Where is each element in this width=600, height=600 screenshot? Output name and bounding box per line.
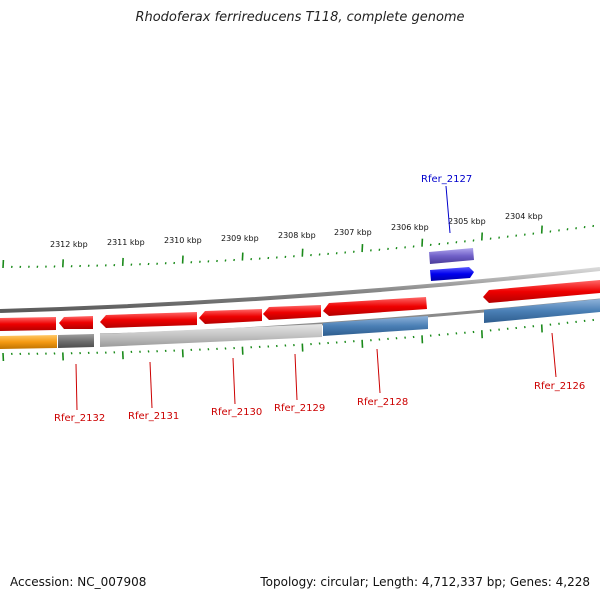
scale-label-2304: 2304 kbp [505, 212, 543, 221]
leader-rfer-2132 [75, 363, 78, 411]
cds-rfer-2129[interactable] [263, 305, 321, 320]
scale-label-2312: 2312 kbp [50, 240, 88, 249]
scale-label-2307: 2307 kbp [334, 228, 372, 237]
label-rfer-2132[interactable]: Rfer_2132 [54, 413, 105, 424]
feature-gray-light[interactable] [100, 324, 322, 347]
leader-rfer-2131 [149, 361, 153, 409]
scale-label-2305: 2305 kbp [448, 217, 486, 226]
cds-rfer-2132a[interactable] [0, 317, 56, 331]
accession-text: Accession: NC_007908 [10, 575, 147, 589]
feature-gray-dark[interactable] [58, 334, 94, 348]
cds-rfer-2126[interactable] [483, 280, 600, 303]
leader-rfer-2127 [445, 185, 451, 234]
inner-scale-ticks [2, 318, 595, 362]
feature-orange[interactable] [0, 335, 57, 349]
feature-purple[interactable] [429, 248, 474, 264]
label-rfer-2129[interactable]: Rfer_2129 [274, 403, 325, 414]
label-rfer-2128[interactable]: Rfer_2128 [357, 397, 408, 408]
cds-upper-lane [0, 280, 600, 331]
feature-blue-2126[interactable] [484, 299, 600, 323]
lower-lane [0, 299, 600, 349]
inner-minor-tick [147, 350, 150, 353]
scale-label-2309: 2309 kbp [221, 234, 259, 243]
label-rfer-2131[interactable]: Rfer_2131 [128, 411, 179, 422]
leader-rfer-2126 [551, 332, 557, 378]
genome-summary-text: Topology: circular; Length: 4,712,337 bp… [260, 575, 590, 589]
leader-rfer-2128 [376, 348, 381, 394]
cds-rfer-2131[interactable] [100, 312, 197, 328]
genome-title: Rhodoferax ferrireducens T118, complete … [135, 10, 465, 25]
genome-backbone [0, 267, 600, 313]
label-rfer-2126[interactable]: Rfer_2126 [534, 381, 585, 392]
scale-label-2306: 2306 kbp [391, 223, 429, 232]
gene-labels: Rfer_2127 Rfer_2132 Rfer_2131 Rfer_2130 … [54, 174, 585, 424]
scale-label-2308: 2308 kbp [278, 231, 316, 240]
scale-label-2311: 2311 kbp [107, 238, 145, 247]
label-rfer-2130[interactable]: Rfer_2130 [211, 407, 262, 418]
leader-rfer-2130 [232, 357, 236, 405]
scale-label-2310: 2310 kbp [164, 236, 202, 245]
feature-blue-2128[interactable] [323, 316, 428, 336]
outer-minor-tick [147, 262, 150, 266]
cds-rfer-2130[interactable] [199, 309, 262, 324]
outer-scale-ticks [2, 224, 595, 269]
cds-rfer-2132b[interactable] [59, 316, 93, 329]
cds-rfer-2128[interactable] [323, 297, 427, 316]
label-rfer-2127[interactable]: Rfer_2127 [421, 174, 472, 185]
scale-labels: 2304 kbp 2305 kbp 2306 kbp 2307 kbp 2308… [50, 212, 543, 249]
label-leaders [75, 185, 557, 411]
feature-rfer-2127[interactable] [430, 267, 474, 281]
leader-rfer-2129 [294, 353, 298, 401]
